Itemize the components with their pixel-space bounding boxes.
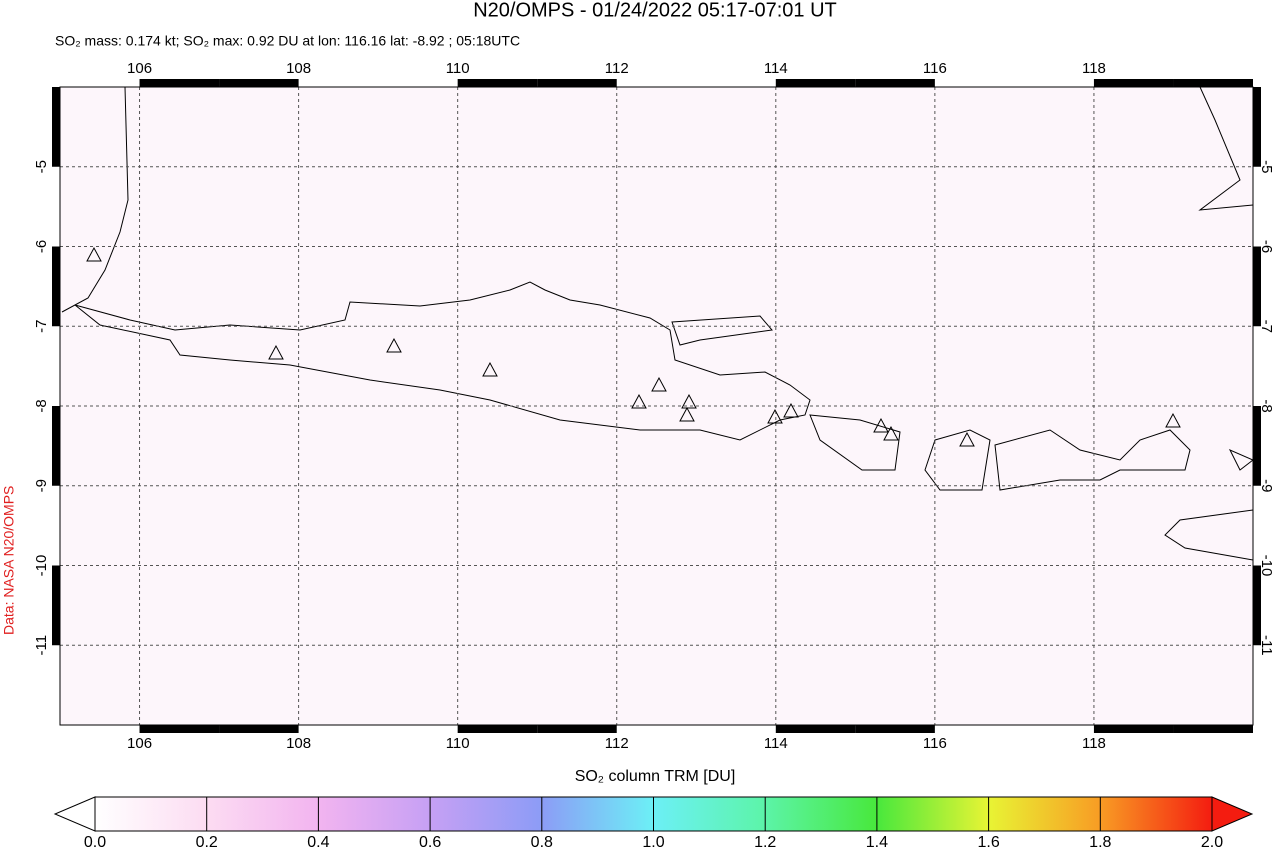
colorbar-tick-label: 0.0	[84, 834, 106, 851]
volcano	[1165, 412, 1181, 428]
y-tick-label: -10	[33, 555, 50, 577]
frame-stripe	[52, 565, 60, 646]
x-tick-label: 118	[1082, 735, 1106, 752]
x-tick-label: 110	[446, 735, 470, 752]
volcano	[959, 431, 975, 447]
frame-stripe	[855, 725, 935, 733]
coastline	[924, 429, 991, 491]
colorbar-tick-label: 0.2	[196, 834, 218, 851]
frame-stripe	[52, 406, 60, 486]
frame-stripe	[775, 79, 856, 87]
x-tick-label: 108	[286, 60, 311, 77]
volcano	[681, 393, 697, 409]
frame-stripe	[52, 87, 60, 167]
title: N20/OMPS - 01/24/2022 05:17-07:01 UT	[473, 0, 837, 21]
x-tick-label: 116	[923, 735, 947, 752]
x-tick-label: 112	[605, 735, 629, 752]
frame-stripe	[139, 79, 220, 87]
coastline	[1198, 87, 1253, 211]
y-tick-label: -10	[1258, 555, 1272, 577]
volcano	[679, 406, 695, 422]
colorbar-tick-label: 2.0	[1201, 834, 1223, 851]
frame-stripe	[1253, 565, 1261, 646]
colorbar-over-arrow	[1211, 796, 1254, 832]
coastline	[74, 281, 811, 441]
volcano	[767, 408, 783, 424]
x-tick-label: 112	[605, 60, 629, 77]
coastline	[1228, 448, 1253, 471]
frame-stripe	[1093, 79, 1174, 87]
x-tick-label: 114	[764, 60, 788, 77]
frame-stripe	[139, 725, 220, 733]
subtitle: SO₂ mass: 0.174 kt; SO₂ max: 0.92 DU at …	[55, 33, 520, 49]
y-tick-label: -11	[33, 635, 50, 656]
frame-stripe	[1173, 725, 1253, 733]
frame-stripe	[775, 725, 856, 733]
y-tick-label: -9	[33, 479, 50, 492]
volcano	[873, 417, 889, 433]
coastline	[809, 414, 901, 471]
y-tick-label: -9	[1258, 479, 1272, 492]
frame-stripe	[52, 246, 60, 327]
volcano	[86, 246, 102, 262]
colorbar-tick-label: 0.4	[307, 834, 329, 851]
y-tick-label: -5	[33, 160, 50, 173]
frame-stripe	[1093, 725, 1174, 733]
colorbar-tick-label: 1.4	[866, 834, 888, 851]
x-tick-label: 108	[286, 735, 311, 752]
frame-stripe	[1253, 406, 1261, 486]
colorbar-tick-label: 1.0	[642, 834, 664, 851]
map	[60, 87, 1253, 725]
frame-stripe	[219, 79, 299, 87]
x-tick-label: 110	[446, 60, 470, 77]
coastline	[671, 315, 773, 346]
colorbar-tick-label: 0.6	[419, 834, 441, 851]
y-tick-label: -8	[33, 399, 50, 412]
volcano	[386, 337, 402, 353]
colorbar-tick-label: 1.6	[977, 834, 999, 851]
y-tick-label: -6	[1258, 240, 1272, 253]
x-tick-label: 114	[764, 735, 788, 752]
volcano	[783, 402, 799, 418]
colorbar-tick-label: 1.2	[754, 834, 776, 851]
coastline	[1164, 509, 1253, 561]
y-tick-label: -7	[33, 320, 50, 333]
coastline	[61, 87, 129, 313]
y-tick-label: -7	[1258, 320, 1272, 333]
colorbar-tick-label: 0.8	[531, 834, 553, 851]
volcanoes	[86, 246, 1181, 447]
x-tick-label: 116	[923, 60, 947, 77]
frame-stripe	[537, 79, 617, 87]
frame-stripe	[855, 79, 935, 87]
y-tick-label: -11	[1258, 635, 1272, 656]
x-tick-label: 106	[127, 735, 152, 752]
y-tick-label: -6	[33, 240, 50, 253]
volcano	[482, 361, 498, 377]
credit: Data: NASA N20/OMPS	[1, 486, 17, 635]
x-tick-label: 118	[1082, 60, 1106, 77]
volcano	[651, 376, 667, 392]
frame-stripe	[1253, 246, 1261, 327]
coastline	[994, 429, 1191, 491]
volcano	[268, 344, 284, 360]
colorbar-under-arrow	[53, 796, 96, 832]
y-tick-label: -5	[1258, 160, 1272, 173]
volcano	[883, 425, 899, 441]
frame-stripe	[537, 725, 617, 733]
frame-stripe	[457, 79, 538, 87]
x-tick-label: 106	[127, 60, 152, 77]
colorbar-tick-label: 1.8	[1089, 834, 1111, 851]
y-tick-label: -8	[1258, 399, 1272, 412]
frame-stripe	[1173, 79, 1253, 87]
volcano	[631, 393, 647, 409]
colorbar-label: SO₂ column TRM [DU]	[575, 768, 736, 785]
frame-stripe	[219, 725, 299, 733]
frame-stripe	[457, 725, 538, 733]
frame-stripe	[1253, 87, 1261, 167]
